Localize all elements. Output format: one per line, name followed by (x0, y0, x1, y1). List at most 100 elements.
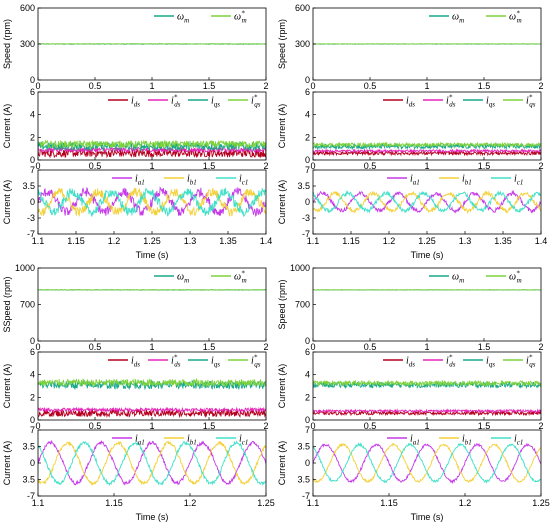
y-tick-label: -3 (27, 213, 35, 223)
y-tick-label: 6 (30, 347, 35, 357)
legend-label: ib1 (462, 174, 472, 187)
y-tick-label: -7 (27, 229, 35, 239)
legend-label: i* qs (526, 94, 536, 109)
legend-label: ωm (452, 12, 464, 25)
x-tick-label: 0 (35, 161, 40, 171)
x-tick-label: 1.5 (478, 342, 491, 352)
y-tick-label: 3.5 (297, 475, 310, 485)
x-tick-label: 0.5 (89, 342, 102, 352)
legend-label: i* ds (446, 354, 456, 369)
x-tick-label: 2 (538, 161, 543, 171)
y-axis-label: SSpeed (rpm) (2, 276, 12, 332)
x-tick-label: 1.5 (478, 161, 491, 171)
y-tick-label: 3.5 (297, 181, 310, 191)
y-tick-label: -7 (302, 229, 310, 239)
legend-label: iqs (211, 356, 220, 369)
legend-label: ia1 (135, 434, 145, 447)
signals (313, 141, 541, 157)
panel-3: 7 3.5 0 3.5 -7 Current (A) 1.1 1.15 1.2 1.25 Time … (2, 425, 275, 522)
y-axis-label: Current (A) (277, 104, 287, 149)
y-axis-label: Current (A) (2, 441, 12, 486)
legend-label: ids (406, 96, 415, 109)
x-tick-label: 2 (263, 161, 268, 171)
x-tick-label: 1.5 (203, 81, 216, 91)
series-line (38, 379, 266, 391)
y-tick-label: 700 (20, 300, 35, 310)
signals (313, 379, 541, 417)
x-tick-label: 1.2 (459, 498, 472, 508)
signals (38, 288, 266, 291)
x-axis-label: Time (s) (136, 250, 169, 260)
series-line (313, 141, 541, 149)
series-line (38, 187, 266, 218)
series-line (38, 440, 266, 487)
x-tick-label: 1.15 (380, 498, 398, 508)
x-tick-label: 1.1 (32, 236, 45, 246)
series-line (313, 408, 541, 414)
y-axis-label: Current (A) (277, 441, 287, 486)
x-tick-label: 1 (424, 342, 429, 352)
y-axis-label: Speed (rpm) (2, 19, 12, 69)
x-axis-label: Time (s) (136, 512, 169, 522)
y-tick-label: 0 (305, 458, 310, 468)
x-tick-label: 1.25 (532, 498, 550, 508)
legend-label: iqs (486, 356, 495, 369)
y-tick-label: 600 (20, 3, 35, 13)
y-tick-label: 4 (305, 110, 310, 120)
y-tick-label: 2 (30, 132, 35, 142)
y-axis-label: Speed (rpm) (277, 19, 287, 69)
signals (313, 43, 541, 45)
series-line (313, 190, 541, 214)
y-tick-label: 3.5 (22, 442, 35, 452)
chart-tl: 600 300 0 Speed (rpm) 0 0.5 1 1.5 2 ωm ω* m 6 4 2 0 Curr… (2, 3, 272, 260)
x-tick-label: 1.3 (184, 236, 197, 246)
y-tick-label: 300 (295, 39, 310, 49)
panel-1: 1000 700 0 Speed (rpm) 0 0.5 1 1.5 2 ωm ω* m (277, 263, 544, 352)
legend-label: ωm (177, 272, 189, 285)
x-tick-label: 1 (424, 161, 429, 171)
x-tick-label: 1.15 (105, 498, 123, 508)
x-tick-label: 1 (149, 342, 154, 352)
y-tick-label: 0 (30, 155, 35, 165)
x-tick-label: 1.35 (219, 236, 237, 246)
x-tick-label: 0.5 (364, 421, 377, 431)
series-line (38, 408, 266, 419)
y-tick-label: 7 (305, 165, 310, 175)
signals (38, 186, 266, 218)
y-tick-label: 700 (295, 300, 310, 310)
x-tick-label: 2 (263, 342, 268, 352)
series-line (313, 148, 541, 154)
y-tick-label: 3.5 (297, 442, 310, 452)
x-tick-label: 1.25 (143, 236, 161, 246)
y-tick-label: 4 (305, 370, 310, 380)
legend-label: i* qs (251, 94, 261, 109)
legend-label: ia1 (135, 174, 145, 187)
series-line (38, 406, 266, 413)
x-tick-label: 0.5 (89, 81, 102, 91)
x-tick-label: 0 (35, 421, 40, 431)
legend-label: i* ds (171, 354, 181, 369)
x-tick-label: 0 (35, 342, 40, 352)
y-tick-label: -7 (27, 491, 35, 501)
panel-3: 7 3.5 0 -3 -7 Current (A) 1.1 1.15 1.2 1.25 1.3 1.3… (277, 165, 547, 260)
y-axis-label: Current (A) (277, 364, 287, 409)
signals (313, 189, 541, 215)
axis-frame (37, 267, 267, 342)
x-tick-label: 1 (149, 161, 154, 171)
panel-1: 1000 700 0 SSpeed (rpm) 0 0.5 1 1.5 2 ωm ω* m (2, 263, 269, 352)
x-tick-label: 1.15 (342, 236, 360, 246)
legend-label: ib1 (187, 434, 197, 447)
x-tick-label: 1.2 (184, 498, 197, 508)
legend-label: ids (131, 96, 140, 109)
x-tick-label: 0.5 (364, 161, 377, 171)
axis-frame (312, 91, 542, 161)
x-tick-label: 0.5 (89, 161, 102, 171)
y-tick-label: -3 (302, 213, 310, 223)
x-tick-label: 1.2 (383, 236, 396, 246)
legend-label: iqs (486, 96, 495, 109)
panel-1: 600 300 0 Speed (rpm) 0 0.5 1 1.5 2 ωm ω* m (2, 3, 269, 91)
axis-frame (312, 267, 542, 342)
